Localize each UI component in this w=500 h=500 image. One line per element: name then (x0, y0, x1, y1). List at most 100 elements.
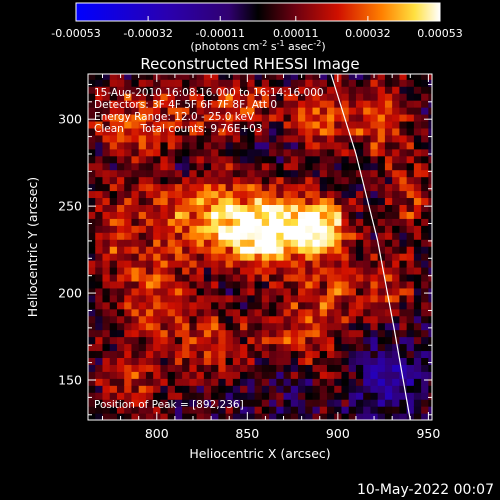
heatmap-pixel (370, 190, 379, 199)
heatmap-pixel (413, 399, 422, 407)
heatmap-pixel (167, 155, 176, 164)
heatmap-pixel (421, 273, 429, 282)
heatmap-pixel (406, 364, 415, 372)
heatmap-pixel (189, 406, 198, 414)
heatmap-pixel (225, 141, 234, 150)
heatmap-pixel (355, 100, 364, 108)
heatmap-pixel (232, 239, 241, 247)
heatmap-pixel (138, 308, 147, 317)
heatmap-pixel (298, 294, 306, 303)
heatmap-pixel (247, 406, 256, 414)
heatmap-pixel (428, 392, 432, 400)
heatmap-pixel (413, 93, 422, 101)
heatmap-pixel (102, 79, 111, 87)
heatmap-pixel (290, 336, 299, 345)
heatmap-pixel (261, 287, 270, 296)
heatmap-pixel (326, 218, 335, 226)
heatmap-pixel (131, 155, 140, 164)
heatmap-pixel (124, 155, 133, 164)
heatmap-pixel (326, 113, 335, 122)
heatmap-pixel (131, 183, 140, 192)
heatmap-pixel (377, 218, 386, 226)
heatmap-pixel (189, 86, 198, 94)
heatmap-pixel (319, 86, 328, 94)
heatmap-pixel (261, 239, 270, 247)
heatmap-pixel (355, 225, 364, 233)
heatmap-pixel (341, 301, 350, 310)
heatmap-pixel (153, 343, 162, 352)
heatmap-pixel (406, 273, 415, 282)
heatmap-pixel (182, 364, 190, 372)
heatmap-pixel (167, 120, 176, 129)
heatmap-pixel (225, 246, 234, 254)
heatmap-pixel (269, 280, 277, 289)
heatmap-pixel (240, 127, 248, 136)
heatmap-pixel (384, 392, 393, 400)
heatmap-pixel (312, 127, 321, 136)
heatmap-pixel (298, 107, 306, 115)
heatmap-pixel (153, 100, 162, 108)
heatmap-pixel (283, 239, 292, 247)
heatmap-pixel (138, 350, 147, 358)
heatmap-pixel (428, 246, 432, 254)
heatmap-pixel (298, 113, 306, 122)
heatmap-pixel (116, 329, 125, 338)
heatmap-pixel (116, 280, 125, 289)
heatmap-pixel (421, 315, 429, 324)
heatmap-pixel (290, 322, 299, 331)
heatmap-pixel (124, 253, 133, 261)
heatmap-pixel (102, 260, 111, 268)
heatmap-pixel (189, 336, 198, 345)
heatmap-pixel (124, 197, 133, 205)
heatmap-pixel (298, 183, 306, 192)
heatmap-pixel (326, 260, 335, 268)
heatmap-pixel (283, 107, 292, 115)
heatmap-pixel (377, 155, 386, 164)
heatmap-pixel (88, 239, 96, 247)
heatmap-pixel (240, 336, 248, 345)
heatmap-pixel (218, 225, 227, 233)
heatmap-pixel (305, 413, 314, 420)
heatmap-pixel (254, 260, 263, 268)
heatmap-pixel (392, 399, 401, 407)
heatmap-pixel (138, 232, 147, 240)
heatmap-pixel (196, 79, 205, 87)
heatmap-pixel (203, 280, 212, 289)
heatmap-pixel (312, 225, 321, 233)
heatmap-pixel (348, 322, 357, 331)
heatmap-pixel (312, 260, 321, 268)
heatmap-pixel (211, 93, 219, 101)
heatmap-pixel (225, 211, 234, 219)
heatmap-pixel (413, 239, 422, 247)
heatmap-pixel (189, 107, 198, 115)
heatmap-pixel (341, 294, 350, 303)
heatmap-pixel (377, 336, 386, 345)
heatmap-pixel (305, 79, 314, 87)
heatmap-pixel (196, 273, 205, 282)
heatmap-pixel (276, 148, 285, 157)
heatmap-pixel (276, 169, 285, 178)
heatmap-pixel (319, 343, 328, 352)
heatmap-pixel (421, 148, 429, 157)
heatmap-pixel (341, 239, 350, 247)
heatmap-pixel (269, 127, 277, 136)
heatmap-pixel (348, 294, 357, 303)
heatmap-pixel (363, 343, 372, 352)
heatmap-pixel (326, 246, 335, 254)
heatmap-pixel (203, 329, 212, 338)
heatmap-pixel (363, 218, 372, 226)
heatmap-pixel (334, 315, 343, 324)
heatmap-pixel (196, 127, 205, 136)
heatmap-pixel (276, 287, 285, 296)
heatmap-pixel (413, 113, 422, 122)
heatmap-pixel (399, 301, 408, 310)
heatmap-pixel (167, 392, 176, 400)
heatmap-pixel (269, 197, 277, 205)
heatmap-pixel (290, 169, 299, 178)
heatmap-pixel (319, 378, 328, 386)
heatmap-pixel (218, 343, 227, 352)
heatmap-pixel (218, 127, 227, 136)
heatmap-pixel (276, 176, 285, 185)
heatmap-pixel (174, 148, 183, 157)
heatmap-pixel (319, 107, 328, 115)
